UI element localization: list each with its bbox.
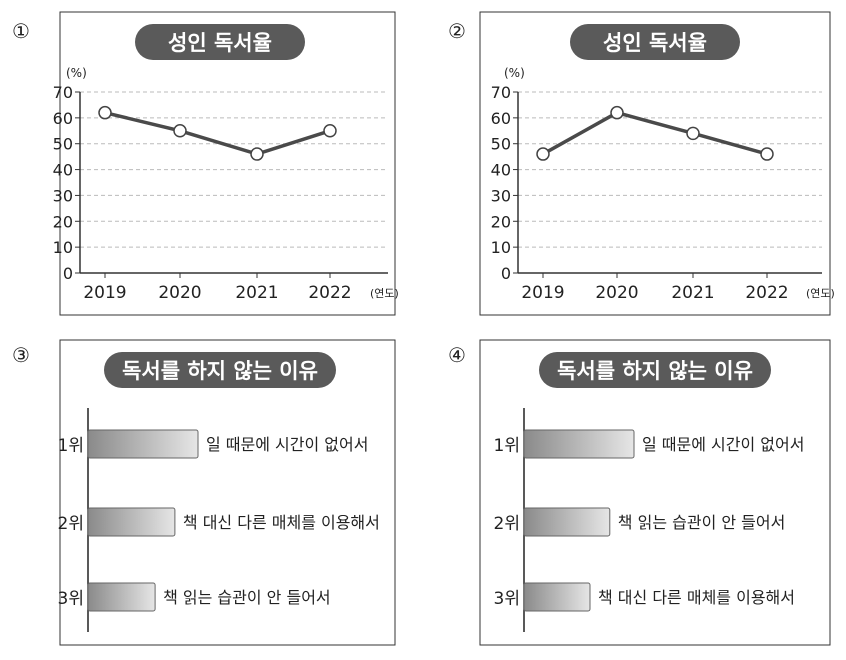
rank-label: 1위 (494, 436, 520, 456)
rank-label: 3위 (494, 589, 520, 609)
y-tick-label: 0 (501, 264, 511, 283)
bar-label: 책 대신 다른 매체를 이용해서 (598, 588, 795, 607)
y-tick-label: 50 (53, 135, 73, 154)
bar-rank-2 (523, 507, 611, 537)
y-tick-label: 60 (53, 109, 73, 128)
x-axis-unit: (연도) (370, 287, 399, 300)
chart-title: 독서를 하지 않는 이유 (122, 359, 318, 383)
y-tick-label: 40 (53, 161, 73, 180)
y-tick-label: 10 (491, 238, 511, 257)
title-pill (135, 24, 305, 60)
y-tick-label: 30 (53, 186, 73, 205)
option-number-2: ② (448, 19, 466, 43)
data-point-2020 (173, 124, 187, 138)
y-tick-label: 30 (491, 186, 511, 205)
option-number-1: ① (12, 19, 30, 43)
chart-title: 독서를 하지 않는 이유 (557, 359, 753, 383)
bar-rank-1 (523, 429, 635, 459)
bar-rank-3 (523, 582, 591, 612)
option-number-4: ④ (448, 343, 466, 367)
x-axis-unit: (연도) (806, 287, 835, 300)
data-point-2019 (98, 105, 112, 120)
rank-label: 3위 (58, 589, 84, 609)
chart-title: 성인 독서율 (603, 31, 707, 55)
x-tick-label: 2020 (158, 283, 201, 303)
x-tick-label: 2020 (595, 283, 638, 303)
data-point-2022 (323, 124, 337, 138)
x-tick-label: 2022 (745, 283, 788, 303)
data-point-2021 (250, 147, 264, 161)
title-pill (570, 24, 740, 60)
bar-rank-3 (87, 582, 156, 612)
x-tick-label: 2022 (308, 283, 351, 303)
x-tick-label: 2021 (671, 283, 714, 303)
y-tick-label: 70 (53, 83, 73, 102)
data-point-2019 (536, 147, 550, 161)
chart-panel-1 (59, 11, 396, 316)
bar-label: 책 읽는 습관이 안 들어서 (163, 588, 331, 607)
data-point-2021 (686, 126, 700, 141)
title-pill (104, 352, 336, 388)
option-number-3: ③ (12, 343, 30, 367)
y-tick-label: 70 (491, 83, 511, 102)
bar-rank-1 (87, 429, 199, 459)
y-tick-label: 20 (53, 212, 73, 231)
rank-label: 2위 (58, 514, 84, 534)
y-tick-label: 20 (491, 212, 511, 231)
bar-label: 책 읽는 습관이 안 들어서 (618, 513, 786, 532)
data-point-2022 (760, 147, 774, 161)
title-pill (539, 352, 771, 388)
chart-panel-2 (479, 11, 831, 316)
x-tick-label: 2019 (521, 283, 564, 303)
rank-label: 2위 (494, 514, 520, 534)
data-point-2020 (610, 105, 624, 120)
y-tick-label: 40 (491, 161, 511, 180)
y-tick-label: 10 (53, 238, 73, 257)
series-line (542, 110, 768, 156)
bar-label: 일 때문에 시간이 없어서 (206, 435, 368, 454)
bar-label: 일 때문에 시간이 없어서 (642, 435, 804, 454)
y-axis-unit: (%) (504, 66, 525, 80)
y-tick-label: 0 (63, 264, 73, 283)
bar-rank-2 (87, 507, 176, 537)
chart-title: 성인 독서율 (168, 31, 272, 55)
y-tick-label: 60 (491, 109, 511, 128)
x-tick-label: 2019 (83, 283, 126, 303)
series-line (104, 110, 331, 156)
x-tick-label: 2021 (235, 283, 278, 303)
y-axis-unit: (%) (66, 66, 87, 80)
y-tick-label: 50 (491, 135, 511, 154)
bar-label: 책 대신 다른 매체를 이용해서 (183, 513, 380, 532)
rank-label: 1위 (58, 436, 84, 456)
